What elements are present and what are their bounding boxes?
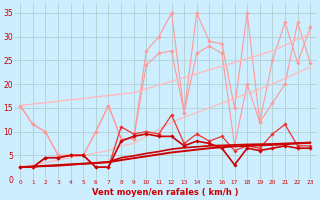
X-axis label: Vent moyen/en rafales ( km/h ): Vent moyen/en rafales ( km/h ) <box>92 188 238 197</box>
